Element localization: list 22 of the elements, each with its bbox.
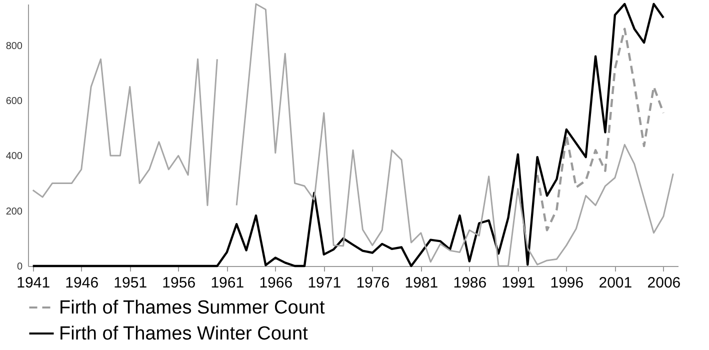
- x-tick-label: 1996: [550, 274, 584, 292]
- legend-label: Firth of Thames Winter Count: [59, 324, 309, 344]
- x-tick-label: 1956: [162, 274, 196, 292]
- y-tick-label: 800: [6, 40, 23, 52]
- x-tick-label: 1951: [114, 274, 148, 292]
- x-tick-label: 2006: [647, 274, 681, 292]
- x-tick-label: 1971: [308, 274, 342, 292]
- x-tick-label: 1941: [16, 274, 50, 292]
- x-tick-label: 1966: [259, 274, 293, 292]
- y-tick-label: 400: [6, 151, 23, 162]
- x-tick-label: 1986: [453, 274, 487, 292]
- x-tick-label: 1991: [502, 274, 536, 292]
- x-tick-label: 1976: [356, 274, 390, 292]
- x-tick-label: 2001: [598, 274, 632, 292]
- legend-label: Firth of Thames Summer Count: [59, 298, 326, 318]
- x-tick-label: 1981: [404, 274, 438, 292]
- y-tick-label: 0: [16, 262, 23, 272]
- x-tick-label: 1961: [210, 274, 244, 292]
- line-series: [536, 28, 665, 232]
- y-tick-label: 200: [6, 206, 23, 218]
- y-tick-label: 600: [6, 96, 23, 108]
- x-tick-label: 1946: [65, 274, 99, 292]
